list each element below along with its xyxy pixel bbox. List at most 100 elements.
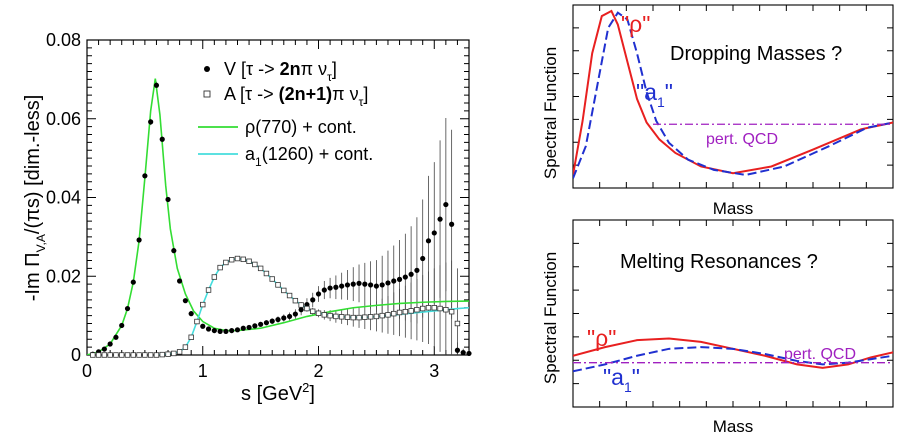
vector-data-point <box>431 230 437 236</box>
vector-data-point <box>460 350 466 356</box>
y-tick-label: 0.08 <box>46 30 81 50</box>
tr-pert-qcd-label: pert. QCD <box>706 131 778 148</box>
axial-data-point <box>107 352 113 358</box>
axial-data-point <box>367 314 374 320</box>
left-x-label-base: s [GeV <box>241 383 303 405</box>
axial-data-point <box>379 312 385 319</box>
y-tick-label: 0 <box>71 345 81 365</box>
spectral-curve <box>573 346 893 373</box>
vector-data-point <box>315 291 322 297</box>
tr-a1-label-base: "a <box>636 79 657 105</box>
legend-label-part: 2n <box>280 59 301 79</box>
x-tick-label: 0 <box>82 361 92 381</box>
br-y-axis-label: Spectral Function <box>541 252 560 384</box>
vector-data-point <box>356 280 362 286</box>
axial-data-point <box>205 287 212 293</box>
br-title: Melting Resonances ? <box>620 251 818 273</box>
axial-data-point <box>391 310 397 317</box>
axial-data-point <box>304 305 310 312</box>
axial-data-point <box>113 352 119 358</box>
dropping-masses-chart: Dropping Masses ? "ρ" "a1" pert. QCD Spe… <box>541 4 894 218</box>
fit-curve <box>87 78 469 355</box>
vector-data-point <box>396 276 403 282</box>
axial-data-point <box>338 314 345 320</box>
axial-data-point <box>217 264 223 271</box>
axial-data-point <box>437 305 443 312</box>
left-data-points <box>90 82 472 358</box>
tr-title: Dropping Masses ? <box>670 43 842 65</box>
vector-data-point <box>454 347 461 353</box>
legend-label-part: V [τ -> <box>224 59 280 79</box>
legend-label-part: π ν <box>301 59 327 79</box>
vector-data-point <box>362 281 368 287</box>
axial-data-point <box>298 302 304 308</box>
vector-data-point <box>142 173 148 179</box>
br-a1-label-base: "a <box>603 364 624 390</box>
vector-data-point <box>119 322 125 329</box>
axial-data-point <box>269 276 275 282</box>
vector-data-point <box>136 237 142 243</box>
axial-data-point <box>385 312 391 318</box>
vector-data-point <box>217 328 223 334</box>
vector-data-point <box>310 297 316 303</box>
vector-data-point <box>165 196 171 203</box>
axial-data-point <box>350 314 356 321</box>
vector-data-point <box>321 287 327 293</box>
left-x-label-end: ] <box>309 383 315 405</box>
axial-data-point <box>275 282 281 288</box>
tr-rho-label: "ρ" <box>621 11 650 37</box>
tr-a1-label: "a1" <box>636 79 673 110</box>
legend-label-part: ρ(770) + cont. <box>245 117 357 137</box>
vector-data-point <box>391 278 397 284</box>
axial-data-point <box>448 308 455 315</box>
axial-data-point <box>182 344 189 350</box>
tr-a1-label-end: " <box>665 79 673 105</box>
br-a1-label-end: " <box>632 364 640 390</box>
axial-data-point <box>281 287 287 294</box>
axial-data-point <box>373 313 380 320</box>
legend-label-part: τ <box>359 95 364 109</box>
axial-data-point <box>333 313 339 320</box>
vector-data-point <box>402 274 408 280</box>
vector-data-point <box>263 320 270 326</box>
axial-data-point <box>142 352 148 358</box>
vector-data-point <box>286 313 293 320</box>
vector-data-point <box>281 315 287 321</box>
br-rho-label: "ρ" <box>587 325 616 351</box>
legend-label-part: π ν <box>332 84 358 104</box>
vector-data-point <box>443 201 449 208</box>
tr-x-axis-label: Mass <box>713 199 754 218</box>
vector-data-point <box>368 282 374 288</box>
left-legend: V [τ -> 2nπ ντ]A [τ -> (2n+1)π ντ]ρ(770)… <box>198 59 373 169</box>
axial-data-point <box>263 270 270 277</box>
vector-data-point <box>240 325 246 331</box>
axial-data-point <box>90 352 96 358</box>
legend-dot-marker <box>204 66 210 72</box>
vector-data-point <box>177 278 183 284</box>
axial-data-point <box>321 312 328 318</box>
br-axis-ticks <box>573 220 893 407</box>
spectral-curve <box>573 11 893 179</box>
vector-data-point <box>159 136 165 142</box>
x-tick-label: 2 <box>314 361 324 381</box>
y-tick-label: 0.04 <box>46 188 81 208</box>
left-x-axis-label: s [GeV2] <box>241 380 315 405</box>
vector-data-point <box>148 119 154 125</box>
y-tick-label: 0.02 <box>46 266 81 286</box>
vector-data-point <box>385 280 391 286</box>
axial-data-point <box>362 314 368 320</box>
legend-label: a1(1260) + cont. <box>245 144 373 169</box>
left-chart: 0 1 2 300.020.040.060.08 V [τ -> 2nπ ντ]A [… <box>22 30 472 405</box>
br-pert-qcd-label: pert. QCD <box>784 346 856 363</box>
vector-data-point <box>211 327 217 334</box>
vector-data-point <box>292 311 298 317</box>
legend-label-part: τ <box>327 70 332 84</box>
vector-data-point <box>437 216 443 222</box>
vector-data-point <box>171 248 177 254</box>
vector-data-point <box>449 221 455 227</box>
x-tick-label: 3 <box>429 361 439 381</box>
y-tick-label: 0.06 <box>46 109 81 129</box>
vector-data-point <box>420 255 426 262</box>
vector-data-point <box>350 281 356 287</box>
